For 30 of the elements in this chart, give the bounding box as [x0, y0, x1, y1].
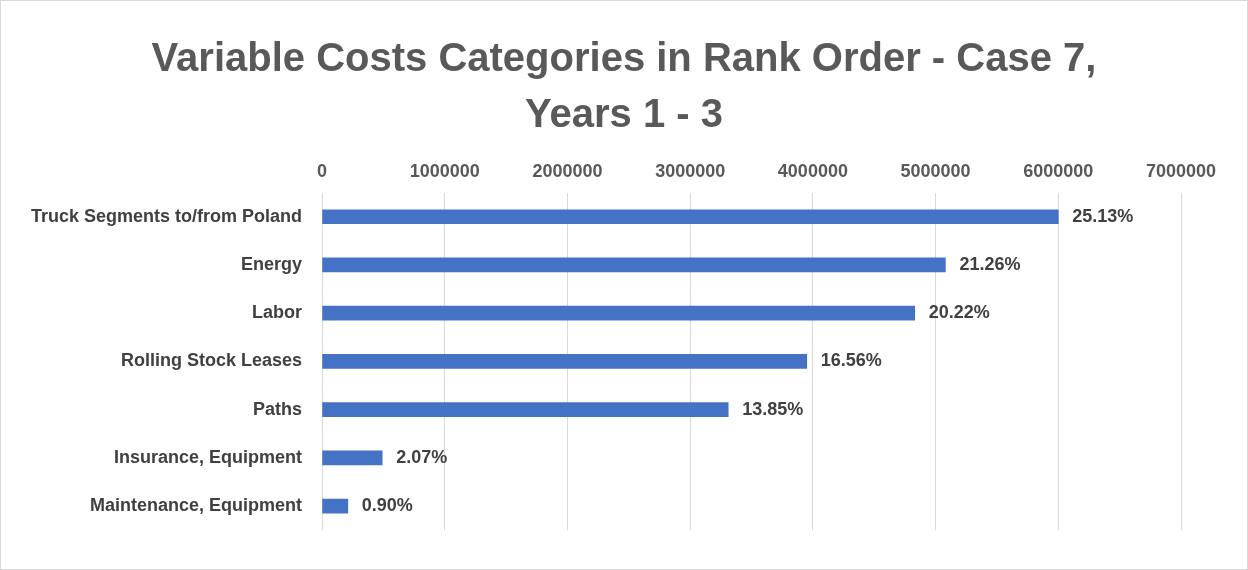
annotation: 16.56% [820, 350, 882, 371]
y-tick-label: Rolling Stock Leases [120, 350, 303, 371]
y-tick-label: Truck Segments to/from Poland [31, 205, 303, 226]
y-tick-label: Energy [241, 253, 303, 274]
bar [322, 257, 946, 273]
y-tick-label: Labor [252, 302, 303, 323]
y-tick-label: Insurance, Equipment [114, 446, 303, 467]
x-tick-label: 7000000 [1145, 160, 1217, 181]
bar [322, 209, 1059, 225]
y-tick-label: Paths [253, 398, 303, 419]
annotation: 2.07% [396, 446, 448, 467]
annotation: 13.85% [742, 398, 804, 419]
x-tick-label: 1000000 [409, 160, 480, 181]
annotation: 20.22% [928, 302, 990, 323]
x-tick-label: 5000000 [900, 160, 971, 181]
bar [322, 498, 349, 514]
x-tick-label: 0 [317, 160, 328, 181]
annotation: 0.90% [361, 495, 413, 516]
annotation: 25.13% [1072, 205, 1134, 226]
x-tick-label: 2000000 [532, 160, 603, 181]
x-tick-label: 3000000 [655, 160, 726, 181]
x-tick-label: 4000000 [777, 160, 848, 181]
x-tick-label: 6000000 [1023, 160, 1094, 181]
bar [322, 450, 383, 466]
bar [322, 305, 916, 321]
y-tick-label: Maintenance, Equipment [90, 495, 303, 516]
annotation: 21.26% [959, 253, 1021, 274]
chart-title: Variable Costs Categories in Rank Order - Case 7, Years 1 - 3 [150, 34, 1098, 137]
bar [322, 402, 729, 417]
bar [322, 354, 808, 369]
